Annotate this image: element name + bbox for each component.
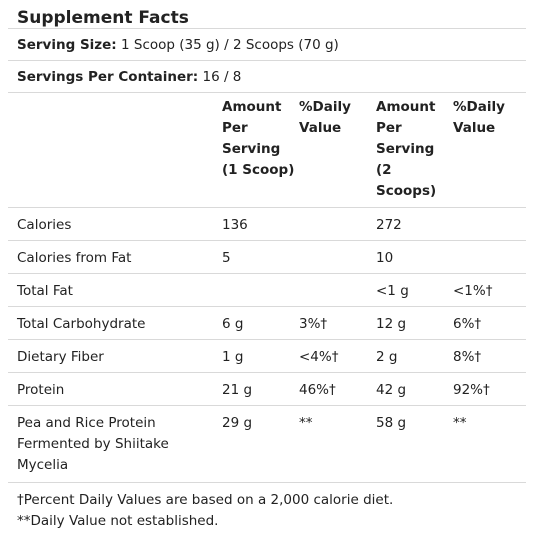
amount-2-scoops: 10 [376, 250, 394, 266]
header-daily-value-2: %Daily Value [453, 99, 505, 136]
amount-2-scoops: 42 g [376, 382, 407, 398]
table-row: Protein 21 g 46%† 42 g 92%† [8, 373, 526, 406]
nutrient-name: Calories [17, 217, 72, 233]
nutrient-name: Pea and Rice Protein Fermented by Shiita… [17, 415, 169, 473]
daily-value-1 [299, 274, 376, 307]
amount-1-scoop: 1 g [222, 349, 244, 365]
nutrient-name: Calories from Fat [17, 250, 132, 266]
serving-size-label: Serving Size: [17, 37, 117, 53]
amount-2-scoops: 2 g [376, 349, 398, 365]
amount-1-scoop [222, 274, 299, 307]
header-daily-value-1: %Daily Value [299, 99, 351, 136]
daily-value-2: 8%† [453, 349, 482, 365]
table-row: Dietary Fiber 1 g <4%† 2 g 8%† [8, 340, 526, 373]
serving-size-row: Serving Size: 1 Scoop (35 g) / 2 Scoops … [8, 29, 526, 61]
daily-value-2 [453, 208, 526, 241]
nutrient-table: Amount Per Serving (1 Scoop) %Daily Valu… [8, 93, 526, 483]
table-row: Calories 136 272 [8, 208, 526, 241]
header-amount-2-scoops: Amount Per Serving (2 Scoops) [376, 99, 437, 199]
amount-1-scoop: 5 [222, 250, 231, 266]
header-amount-1-scoop: Amount Per Serving (1 Scoop) [222, 99, 295, 178]
daily-value-1 [299, 208, 376, 241]
daily-value-1: ** [299, 415, 313, 431]
nutrient-name: Dietary Fiber [17, 349, 104, 365]
amount-2-scoops: 58 g [376, 415, 407, 431]
header-blank [8, 93, 222, 208]
amount-1-scoop: 6 g [222, 316, 244, 332]
nutrient-name: Total Carbohydrate [17, 316, 146, 332]
servings-per-container-row: Servings Per Container: 16 / 8 [8, 61, 526, 93]
table-row: Total Carbohydrate 6 g 3%† 12 g 6%† [8, 307, 526, 340]
serving-size-value: 1 Scoop (35 g) / 2 Scoops (70 g) [121, 37, 339, 53]
footnote-daily-values: †Percent Daily Values are based on a 2,0… [17, 492, 394, 508]
servings-per-container-label: Servings Per Container: [17, 69, 199, 85]
supplement-facts-panel: Supplement Facts Serving Size: 1 Scoop (… [8, 0, 526, 532]
table-header-row: Amount Per Serving (1 Scoop) %Daily Valu… [8, 93, 526, 208]
daily-value-2: ** [453, 415, 467, 431]
daily-value-2: 92%† [453, 382, 490, 398]
table-row: Pea and Rice Protein Fermented by Shiita… [8, 406, 526, 483]
amount-2-scoops: 12 g [376, 316, 407, 332]
daily-value-2: 6%† [453, 316, 482, 332]
daily-value-1: <4%† [299, 349, 339, 365]
servings-per-container-value: 16 / 8 [202, 69, 242, 85]
panel-title: Supplement Facts [8, 0, 526, 29]
daily-value-1: 3%† [299, 316, 328, 332]
nutrient-name: Total Fat [17, 283, 73, 299]
table-row: Total Fat <1 g <1%† [8, 274, 526, 307]
amount-2-scoops: 272 [376, 217, 402, 233]
daily-value-1: 46%† [299, 382, 336, 398]
footnotes: †Percent Daily Values are based on a 2,0… [8, 483, 526, 532]
daily-value-2 [453, 241, 526, 274]
footnote-not-established: **Daily Value not established. [17, 513, 219, 529]
daily-value-1 [299, 241, 376, 274]
daily-value-2: <1%† [453, 283, 493, 299]
table-row: Calories from Fat 5 10 [8, 241, 526, 274]
amount-1-scoop: 21 g [222, 382, 253, 398]
amount-2-scoops: <1 g [376, 283, 409, 299]
amount-1-scoop: 29 g [222, 415, 253, 431]
amount-1-scoop: 136 [222, 217, 248, 233]
nutrient-name: Protein [17, 382, 65, 398]
